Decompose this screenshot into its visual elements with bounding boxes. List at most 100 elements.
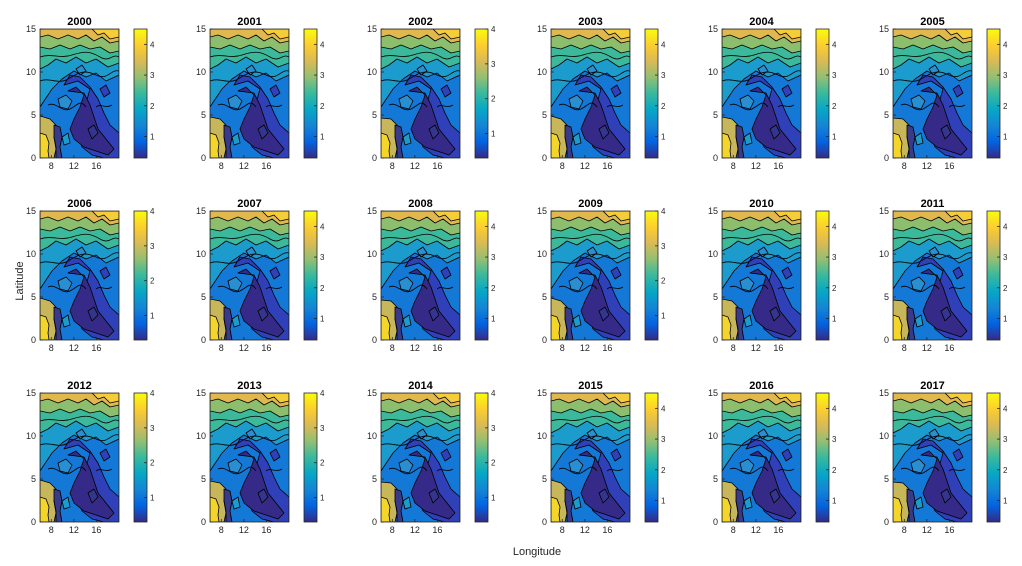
- colorbar-gradient: [474, 210, 489, 341]
- level-blob: [743, 132, 753, 146]
- y-tick-label: 15: [537, 388, 547, 398]
- x-tick-label: 8: [560, 161, 565, 171]
- y-tick-label: 0: [542, 335, 547, 345]
- colorbar: 1 2 3 4: [474, 25, 496, 159]
- contour-line: [893, 415, 972, 424]
- level-band: [773, 211, 801, 222]
- colorbar-tick-label: 1: [1003, 315, 1008, 324]
- colorbar-gradient: [986, 210, 1001, 341]
- level-blob: [231, 314, 241, 328]
- colorbar-tick-label: 1: [832, 497, 837, 506]
- contour-line: [551, 70, 630, 82]
- panel-title: 2009: [578, 198, 602, 210]
- level-band: [906, 306, 916, 340]
- colorbar: 1 2 3 4: [644, 207, 666, 341]
- contour-line: [40, 415, 119, 424]
- colorbar-tick-label: 2: [491, 459, 496, 468]
- level-blob: [257, 488, 269, 504]
- plot-frame: [721, 28, 802, 159]
- contour-line: [40, 70, 119, 82]
- y-tick-label: 10: [537, 249, 547, 259]
- contour-line: [900, 284, 940, 293]
- contour-line: [436, 468, 454, 472]
- contour-line: [606, 104, 624, 108]
- x-tick-label: 12: [922, 343, 932, 353]
- level-blob: [910, 94, 926, 110]
- level-band: [564, 488, 574, 522]
- y-tick-label: 0: [31, 153, 36, 163]
- colorbar-tick-label: 4: [661, 207, 666, 216]
- colorbar-tick-label: 3: [150, 71, 155, 80]
- contour-fill: [551, 393, 630, 522]
- level-blob: [914, 132, 924, 146]
- x-tick-label: 12: [410, 525, 420, 535]
- y-tick-label: 15: [196, 206, 206, 216]
- level-blob: [428, 306, 440, 322]
- colorbar-tick-label: 1: [320, 494, 325, 503]
- x-tick-label: 12: [922, 525, 932, 535]
- y-tick-label: 15: [26, 388, 36, 398]
- y-tick-label: 0: [713, 517, 718, 527]
- panel-title: 2007: [237, 198, 261, 210]
- colorbar-tick-label: 3: [320, 424, 325, 433]
- contour-fill: [40, 211, 119, 340]
- colorbar-tick-label: 2: [150, 459, 155, 468]
- contour-line: [729, 102, 769, 111]
- colorbar-tick-label: 1: [1003, 497, 1008, 506]
- contour-fill: [210, 29, 289, 158]
- contour-line: [606, 286, 624, 290]
- y-tick-label: 5: [713, 110, 718, 120]
- level-band: [210, 314, 220, 340]
- y-tick-label: 10: [367, 431, 377, 441]
- level-blob: [398, 458, 414, 474]
- colorbar: 1 2 3 4: [986, 210, 1008, 341]
- colorbar-tick-label: 4: [1003, 404, 1008, 413]
- level-band: [773, 393, 801, 404]
- contour-line: [265, 286, 283, 290]
- contour-fill: [381, 29, 460, 158]
- colorbar-tick-label: 2: [1003, 284, 1008, 293]
- x-tick-label: 8: [219, 525, 224, 535]
- colorbar-tick-label: 1: [150, 494, 155, 503]
- plot-frame: [39, 392, 120, 523]
- level-blob: [227, 458, 243, 474]
- colorbar-tick-label: 3: [320, 253, 325, 262]
- x-tick-label: 8: [560, 343, 565, 353]
- level-blob: [57, 276, 73, 292]
- colorbar: 1 2 3 4: [303, 28, 325, 159]
- level-band: [602, 393, 630, 404]
- contour-line: [40, 233, 119, 242]
- plot-frame: [209, 392, 290, 523]
- x-tick-label: 8: [219, 343, 224, 353]
- x-tick-label: 16: [773, 161, 783, 171]
- y-tick-label: 5: [372, 474, 377, 484]
- colorbar-tick-label: 4: [661, 404, 666, 413]
- contour-line: [388, 284, 428, 293]
- y-tick-label: 5: [713, 292, 718, 302]
- panel-title: 2003: [578, 16, 602, 28]
- level-blob: [952, 266, 964, 280]
- x-tick-label: 16: [602, 343, 612, 353]
- colorbar: 1 2 3 4: [815, 392, 837, 523]
- level-blob: [940, 488, 952, 504]
- panel-title: 2005: [920, 16, 944, 28]
- contour-line: [381, 51, 460, 60]
- colorbar: 1 2 3 4: [133, 389, 155, 523]
- level-blob: [743, 314, 753, 328]
- level-blob: [940, 306, 952, 322]
- contour-line: [722, 252, 801, 264]
- colorbar-gradient: [644, 28, 659, 159]
- y-tick-label: 10: [196, 431, 206, 441]
- contour-fill: [722, 211, 801, 340]
- level-blob: [769, 124, 781, 140]
- level-band: [53, 124, 63, 158]
- colorbar-gradient: [986, 392, 1001, 523]
- level-band: [735, 124, 745, 158]
- x-tick-label: 16: [773, 525, 783, 535]
- colorbar: 1 2 3 4: [303, 210, 325, 341]
- y-tick-label: 0: [201, 517, 206, 527]
- contour-line: [558, 102, 598, 111]
- plot-frame: [380, 392, 461, 523]
